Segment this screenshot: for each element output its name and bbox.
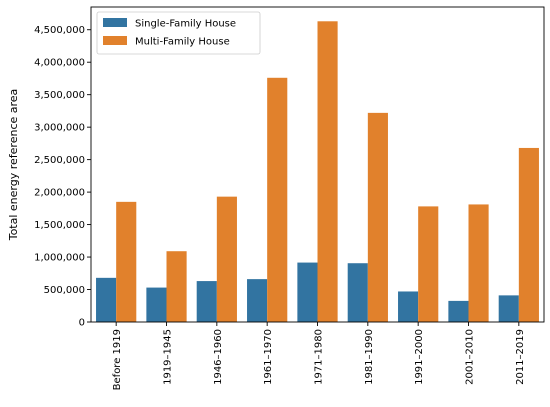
bar-single-family-1 (146, 287, 167, 322)
x-tick-label: 1919–1945 (163, 329, 174, 385)
y-tick-label: 2,500,000 (34, 155, 85, 166)
legend: Single-Family House Multi-Family House (96, 11, 261, 55)
bar-single-family-0 (96, 277, 117, 322)
bar-single-family-4 (297, 262, 318, 322)
bar-single-family-2 (196, 281, 217, 322)
bar-single-family-3 (247, 279, 268, 322)
y-tick-label: 1,500,000 (34, 220, 85, 231)
x-tick-label: 1961–1970 (263, 329, 274, 385)
legend-label-multi-family: Multi-Family House (135, 37, 230, 48)
y-tick-label: 2,000,000 (34, 188, 85, 199)
x-tick-label: 2011–2019 (515, 329, 526, 385)
y-tick-label: 3,500,000 (34, 90, 85, 101)
bar-single-family-5 (347, 263, 368, 322)
y-axis-title: Total energy reference area (7, 89, 20, 242)
bar-multi-family-0 (116, 201, 137, 322)
x-tick-label: 2001–2010 (465, 329, 476, 385)
bar-single-family-6 (398, 291, 419, 322)
legend-swatch-single-family (103, 18, 127, 27)
bar-single-family-8 (498, 295, 519, 322)
y-tick-label: 4,000,000 (34, 58, 85, 69)
bar-single-family-7 (448, 300, 469, 322)
y-tick-label: 500,000 (44, 285, 85, 296)
bar-multi-family-6 (418, 206, 439, 322)
x-tick-label: 1971–1980 (314, 329, 325, 385)
legend-box (96, 11, 261, 55)
x-tick-label: 1946–1960 (213, 329, 224, 385)
y-tick-label: 0 (79, 318, 85, 329)
x-tick-label: 1981–1990 (364, 329, 375, 385)
y-tick-label: 3,000,000 (34, 123, 85, 134)
bars-layer (96, 21, 539, 323)
y-tick-label: 1,000,000 (34, 253, 85, 264)
bar-multi-family-4 (317, 21, 338, 322)
bar-multi-family-8 (518, 147, 539, 322)
bar-multi-family-1 (166, 251, 187, 322)
bar-multi-family-5 (367, 112, 388, 323)
x-axis-ticks: Before 1919 1919–1945 1946–1960 1961–1970 19… (112, 322, 526, 390)
legend-swatch-multi-family (103, 36, 127, 45)
x-tick-label: 1991–2000 (414, 329, 425, 385)
bar-multi-family-3 (267, 77, 288, 322)
y-axis-ticks: 0 500,000 1,000,000 1,500,000 2,000,000 2,500… (34, 25, 91, 329)
bar-multi-family-2 (216, 196, 237, 322)
legend-label-single-family: Single-Family House (135, 19, 236, 30)
bar-multi-family-7 (468, 204, 489, 322)
x-tick-label: Before 1919 (112, 329, 123, 390)
y-tick-label: 4,500,000 (34, 25, 85, 36)
